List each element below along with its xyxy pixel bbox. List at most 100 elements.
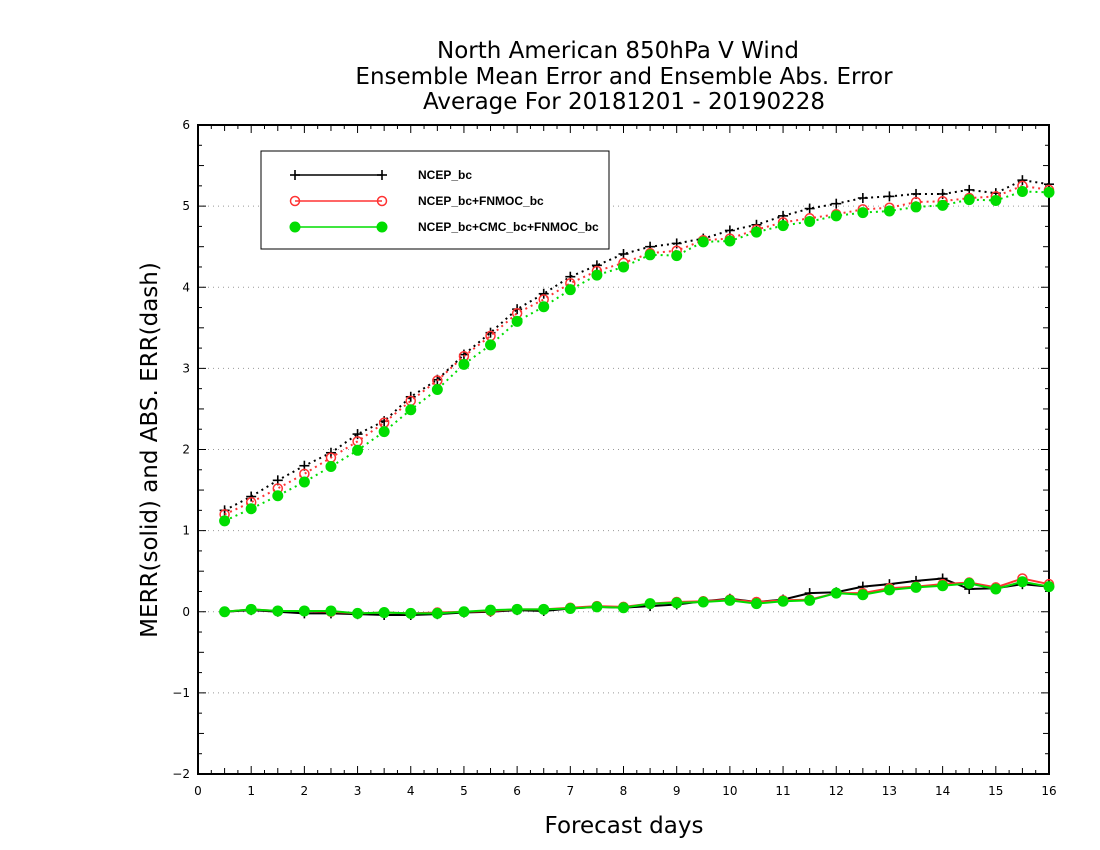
abs-err-point [538, 288, 549, 299]
merr-point [352, 607, 364, 619]
grid [198, 205, 1049, 694]
x-tick-label: 4 [407, 784, 415, 798]
abs-err-point [804, 203, 815, 214]
abs-err-point [591, 260, 602, 271]
abs-err-point [883, 205, 895, 217]
abs-err-point [671, 250, 683, 262]
legend-marker [376, 195, 388, 207]
abs-err-point [778, 210, 789, 221]
legend-label: NCEP_bc+CMC_bc+FNMOC_bc [418, 220, 599, 234]
abs-err-point [272, 490, 284, 502]
title-line-1: North American 850hPa V Wind [437, 38, 799, 64]
merr-point [618, 602, 629, 614]
legend-marker [289, 195, 301, 207]
abs-err-point [990, 194, 1002, 206]
abs-err-point [618, 261, 629, 273]
merr-point [431, 607, 443, 619]
merr-point [564, 603, 576, 615]
x-axis-label: Forecast days [545, 813, 704, 839]
merr-line [224, 577, 1050, 615]
merr-point [990, 583, 1002, 595]
y-tick-label: 5 [182, 199, 190, 213]
merr-point [937, 580, 949, 592]
x-tick-label: 5 [460, 784, 468, 798]
merr-point [458, 606, 470, 618]
merr-point [724, 594, 736, 606]
merr-point [830, 587, 842, 599]
abs-err-point [591, 269, 603, 281]
legend-label: NCEP_bc+FNMOC_bc [418, 194, 544, 208]
x-tick-label: 3 [354, 784, 362, 798]
y-tick-label: −1 [172, 686, 190, 700]
series-layer [219, 175, 1055, 620]
abs-err-point [485, 339, 497, 351]
chart-title: North American 850hPa V Wind Ensemble Me… [355, 38, 893, 115]
abs-err-point [884, 191, 895, 202]
y-tick-label: 0 [182, 605, 190, 619]
merr-point [963, 577, 975, 589]
abs-err-point [804, 216, 816, 228]
legend: NCEP_bc NCEP_bc+FNMOC_bc NCEP_bc+CMC_bc+FN… [260, 150, 610, 250]
abs-err-point [246, 491, 257, 502]
abs-err-point [458, 358, 470, 370]
abs-err-point [325, 461, 337, 473]
abs-err-point [618, 248, 629, 259]
abs-err-point [963, 194, 975, 206]
x-tick-label: 7 [566, 784, 574, 798]
series-ncep-bc-cmc-bc-fnmoc-bc [219, 186, 1055, 619]
merr-point [245, 603, 257, 615]
x-tick-label: 11 [775, 784, 790, 798]
y-tick-label: 6 [182, 118, 190, 132]
abs-err-point [910, 201, 922, 213]
abs-err-point [564, 284, 576, 296]
merr-point [538, 603, 550, 615]
abs-err-line [224, 184, 1050, 516]
x-tick-label: 12 [829, 784, 844, 798]
merr-point [485, 604, 497, 616]
abs-err-point [857, 193, 868, 204]
abs-err-point [644, 249, 656, 261]
legend-item: NCEP_bc+CMC_bc+FNMOC_bc [289, 220, 599, 234]
abs-err-point [724, 235, 736, 247]
abs-err-point [750, 226, 762, 238]
merr-point [910, 581, 922, 593]
abs-err-point [831, 198, 842, 209]
y-tick-label: 4 [182, 280, 190, 294]
merr-point [777, 595, 789, 607]
merr-point [272, 605, 284, 617]
abs-err-point [352, 444, 364, 456]
y-tick-label: −2 [172, 767, 190, 781]
merr-point [1016, 576, 1028, 588]
abs-err-point [1043, 186, 1055, 198]
legend-box [260, 150, 610, 250]
title-line-3: Average For 20181201 - 20190228 [423, 89, 825, 115]
merr-point [671, 597, 683, 609]
abs-err-point [830, 210, 842, 222]
legend-item: NCEP_bc+FNMOC_bc [289, 194, 544, 208]
x-tick-label: 16 [1041, 784, 1056, 798]
abs-err-point [937, 199, 949, 211]
merr-point [697, 596, 709, 608]
abs-err-point [1017, 175, 1028, 186]
legend-label: NCEP_bc [418, 168, 472, 182]
abs-err-point [405, 404, 417, 416]
legend-marker [376, 221, 388, 233]
legend-item: NCEP_bc [290, 168, 472, 182]
abs-err-point [777, 220, 789, 232]
abs-err-point [298, 476, 310, 488]
x-tick-label: 10 [722, 784, 737, 798]
merr-line [224, 580, 1050, 615]
merr-point [325, 605, 337, 617]
x-tick-label: 8 [620, 784, 628, 798]
legend-marker [377, 170, 387, 180]
abs-err-point [565, 271, 576, 282]
merr-point [644, 598, 656, 610]
merr-point [378, 607, 390, 619]
title-line-2: Ensemble Mean Error and Ensemble Abs. Er… [355, 64, 893, 90]
x-tick-label: 2 [301, 784, 309, 798]
merr-point [219, 606, 231, 618]
abs-err-point [431, 383, 443, 395]
x-tick-label: 15 [988, 784, 1003, 798]
